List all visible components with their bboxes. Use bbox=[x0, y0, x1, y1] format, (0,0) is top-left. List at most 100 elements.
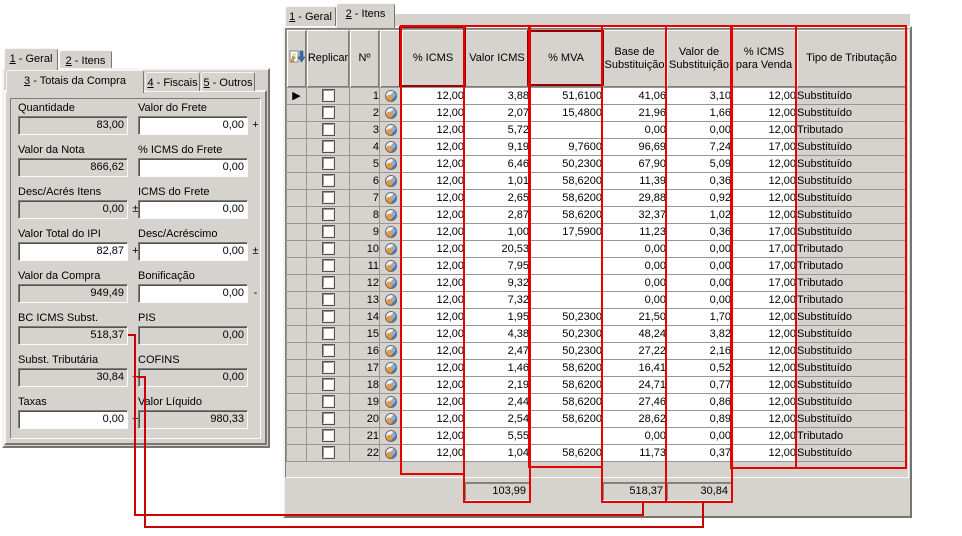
cell-base-substituicao[interactable]: 0,00 bbox=[602, 427, 667, 445]
field-input[interactable]: 0,00 bbox=[138, 115, 248, 135]
item-lookup-globe-icon[interactable] bbox=[384, 123, 397, 136]
replicar-cell[interactable] bbox=[306, 444, 350, 462]
col-header-indicator[interactable] bbox=[286, 29, 307, 88]
replicar-checkbox[interactable] bbox=[321, 429, 335, 443]
cell-tipo-tributacao[interactable]: Tributado bbox=[796, 274, 907, 292]
cell-valor-substituicao[interactable]: 0,36 bbox=[666, 172, 732, 190]
row-icon-cell[interactable] bbox=[379, 155, 402, 173]
field-input[interactable]: 30,84 bbox=[18, 367, 128, 387]
row-icon-cell[interactable] bbox=[379, 223, 402, 241]
col-header-mva[interactable]: % MVA bbox=[529, 29, 603, 88]
cell-mva[interactable] bbox=[529, 427, 603, 445]
cell-icms[interactable]: 12,00 bbox=[401, 359, 465, 377]
replicar-cell[interactable] bbox=[306, 240, 350, 258]
replicar-cell[interactable] bbox=[306, 393, 350, 411]
item-lookup-globe-icon[interactable] bbox=[384, 327, 397, 340]
cell-tipo-tributacao[interactable]: Tributado bbox=[796, 427, 907, 445]
replicar-cell[interactable] bbox=[306, 155, 350, 173]
replicar-checkbox[interactable] bbox=[321, 174, 335, 188]
cell-valor-substituicao[interactable]: 3,82 bbox=[666, 325, 732, 343]
replicar-cell[interactable] bbox=[306, 376, 350, 394]
cell-icms[interactable]: 12,00 bbox=[401, 274, 465, 292]
cell-icms[interactable]: 12,00 bbox=[401, 427, 465, 445]
replicar-cell[interactable] bbox=[306, 410, 350, 428]
cell-base-substituicao[interactable]: 48,24 bbox=[602, 325, 667, 343]
cell-base-substituicao[interactable]: 41,06 bbox=[602, 87, 667, 105]
cell-valor-substituicao[interactable]: 0,37 bbox=[666, 444, 732, 462]
cell-valor-substituicao[interactable]: 0,86 bbox=[666, 393, 732, 411]
cell-mva[interactable]: 58,6200 bbox=[529, 444, 603, 462]
cell-mva[interactable]: 9,7600 bbox=[529, 138, 603, 156]
tab-fiscais[interactable]: 4 - Fiscais bbox=[145, 72, 200, 91]
cell-mva[interactable]: 50,2300 bbox=[529, 155, 603, 173]
row-icon-cell[interactable] bbox=[379, 359, 402, 377]
cell-valor-substituicao[interactable]: 2,16 bbox=[666, 342, 732, 360]
col-header-valor-icms[interactable]: Valor ICMS bbox=[464, 29, 530, 88]
cell-icms-venda[interactable]: 12,00 bbox=[731, 87, 797, 105]
replicar-cell[interactable] bbox=[306, 189, 350, 207]
cell-base-substituicao[interactable]: 24,71 bbox=[602, 376, 667, 394]
replicar-cell[interactable] bbox=[306, 206, 350, 224]
cell-base-substituicao[interactable]: 28,62 bbox=[602, 410, 667, 428]
cell-mva[interactable]: 15,4800 bbox=[529, 104, 603, 122]
cell-mva[interactable] bbox=[529, 291, 603, 309]
cell-valor-icms[interactable]: 1,04 bbox=[464, 444, 530, 462]
cell-icms-venda[interactable]: 12,00 bbox=[731, 104, 797, 122]
item-lookup-globe-icon[interactable] bbox=[384, 191, 397, 204]
cell-tipo-tributacao[interactable]: Substituído bbox=[796, 189, 907, 207]
tab-totais-da-compra[interactable]: 3 - Totais da Compra bbox=[6, 70, 144, 93]
cell-valor-icms[interactable]: 2,19 bbox=[464, 376, 530, 394]
row-icon-cell[interactable] bbox=[379, 410, 402, 428]
cell-valor-substituicao[interactable]: 0,52 bbox=[666, 359, 732, 377]
cell-icms-venda[interactable]: 12,00 bbox=[731, 291, 797, 309]
cell-valor-icms[interactable]: 2,87 bbox=[464, 206, 530, 224]
cell-base-substituicao[interactable]: 0,00 bbox=[602, 257, 667, 275]
cell-base-substituicao[interactable]: 0,00 bbox=[602, 240, 667, 258]
cell-tipo-tributacao[interactable]: Substituído bbox=[796, 138, 907, 156]
cell-tipo-tributacao[interactable]: Substituído bbox=[796, 87, 907, 105]
cell-valor-icms[interactable]: 4,38 bbox=[464, 325, 530, 343]
cell-valor-substituicao[interactable]: 3,10 bbox=[666, 87, 732, 105]
cell-base-substituicao[interactable]: 0,00 bbox=[602, 121, 667, 139]
cell-icms-venda[interactable]: 17,00 bbox=[731, 223, 797, 241]
replicar-checkbox[interactable] bbox=[321, 106, 335, 120]
cell-icms-venda[interactable]: 12,00 bbox=[731, 325, 797, 343]
cell-base-substituicao[interactable]: 11,39 bbox=[602, 172, 667, 190]
cell-tipo-tributacao[interactable]: Tributado bbox=[796, 121, 907, 139]
item-lookup-globe-icon[interactable] bbox=[384, 293, 397, 306]
cell-valor-substituicao[interactable]: 7,24 bbox=[666, 138, 732, 156]
cell-tipo-tributacao[interactable]: Substituído bbox=[796, 376, 907, 394]
item-lookup-globe-icon[interactable] bbox=[384, 361, 397, 374]
cell-icms-venda[interactable]: 12,00 bbox=[731, 121, 797, 139]
cell-tipo-tributacao[interactable]: Substituído bbox=[796, 410, 907, 428]
cell-mva[interactable]: 58,6200 bbox=[529, 206, 603, 224]
cell-icms[interactable]: 12,00 bbox=[401, 393, 465, 411]
replicar-cell[interactable] bbox=[306, 427, 350, 445]
cell-base-substituicao[interactable]: 29,88 bbox=[602, 189, 667, 207]
col-header-icon[interactable] bbox=[379, 29, 402, 88]
cell-icms[interactable]: 12,00 bbox=[401, 155, 465, 173]
cell-base-substituicao[interactable]: 0,00 bbox=[602, 291, 667, 309]
row-icon-cell[interactable] bbox=[379, 393, 402, 411]
cell-valor-icms[interactable]: 2,44 bbox=[464, 393, 530, 411]
cell-icms[interactable]: 12,00 bbox=[401, 87, 465, 105]
cell-icms-venda[interactable]: 12,00 bbox=[731, 189, 797, 207]
col-header-icms-venda[interactable]: % ICMS para Venda bbox=[731, 29, 797, 88]
item-lookup-globe-icon[interactable] bbox=[384, 208, 397, 221]
cell-tipo-tributacao[interactable]: Substituído bbox=[796, 444, 907, 462]
cell-tipo-tributacao[interactable]: Substituído bbox=[796, 206, 907, 224]
cell-valor-substituicao[interactable]: 0,00 bbox=[666, 274, 732, 292]
cell-icms[interactable]: 12,00 bbox=[401, 138, 465, 156]
cell-icms[interactable]: 12,00 bbox=[401, 172, 465, 190]
row-icon-cell[interactable] bbox=[379, 274, 402, 292]
replicar-cell[interactable] bbox=[306, 257, 350, 275]
cell-icms[interactable]: 12,00 bbox=[401, 444, 465, 462]
cell-base-substituicao[interactable]: 32,37 bbox=[602, 206, 667, 224]
item-lookup-globe-icon[interactable] bbox=[384, 395, 397, 408]
field-input[interactable]: 0,00 bbox=[18, 199, 128, 219]
cell-valor-substituicao[interactable]: 0,00 bbox=[666, 121, 732, 139]
cell-mva[interactable]: 58,6200 bbox=[529, 189, 603, 207]
cell-mva[interactable]: 51,6100 bbox=[529, 87, 603, 105]
col-header-tipo-tributacao[interactable]: Tipo de Tributação bbox=[796, 29, 907, 88]
row-icon-cell[interactable] bbox=[379, 206, 402, 224]
